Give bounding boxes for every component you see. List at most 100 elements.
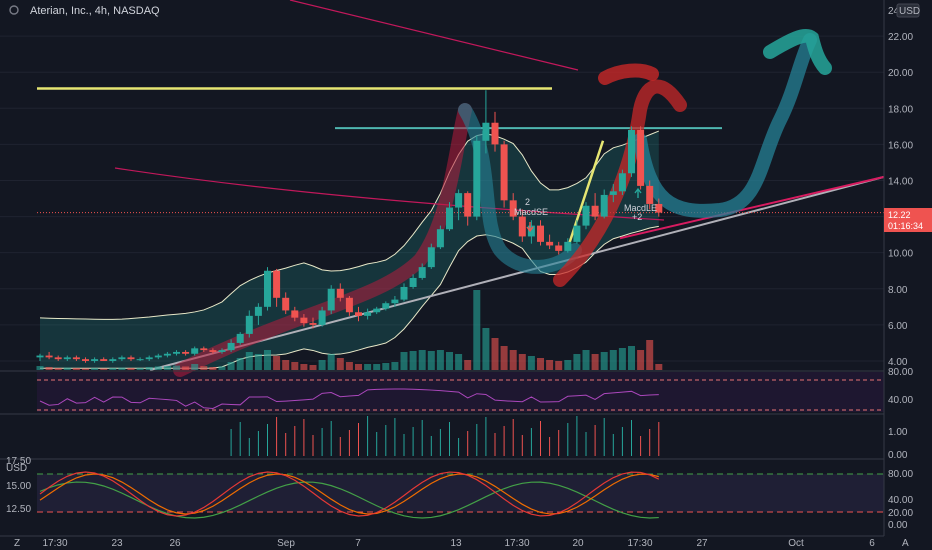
candle-body xyxy=(118,357,126,360)
candle-body xyxy=(127,357,135,360)
candle-body xyxy=(345,297,353,313)
bar-countdown: 01:16:34 xyxy=(888,221,923,231)
timezone-button[interactable]: Z xyxy=(14,538,20,549)
chart-title: Aterian, Inc., 4h, NASDAQ xyxy=(30,5,160,17)
candle-body xyxy=(555,245,563,251)
candle-body xyxy=(527,225,535,237)
candle-body xyxy=(436,229,444,248)
volume-bar xyxy=(273,356,281,370)
candle-body xyxy=(446,207,453,230)
stoch-left-tick-label: 17.50 xyxy=(6,456,31,467)
candle-body xyxy=(318,310,326,325)
time-tick-label: 23 xyxy=(111,538,123,549)
wma-medium-line xyxy=(114,167,665,221)
candle-body xyxy=(500,144,508,201)
candle-body xyxy=(518,216,526,237)
candle-body xyxy=(209,350,217,352)
volume-bar xyxy=(527,356,535,370)
auto-scale-button[interactable]: A xyxy=(902,538,909,549)
volume-bar xyxy=(482,328,490,370)
candle-body xyxy=(646,185,654,204)
candle-body xyxy=(609,191,617,195)
candle-body xyxy=(63,357,71,360)
candle-body xyxy=(163,353,171,356)
volume-bar xyxy=(109,368,117,370)
macd-tick-label: 0.00 xyxy=(888,450,908,461)
candle-body xyxy=(482,122,490,141)
settings-icon[interactable] xyxy=(9,5,19,15)
volume-bar xyxy=(254,354,262,370)
price-pane[interactable] xyxy=(0,0,884,370)
time-tick-label: 7 xyxy=(355,538,361,549)
volume-bar xyxy=(564,360,572,370)
volume-bar xyxy=(82,368,89,370)
support-trendline xyxy=(149,175,885,371)
volume-bar xyxy=(191,364,199,370)
time-axis[interactable] xyxy=(0,536,932,550)
time-tick-label: 20 xyxy=(572,538,584,549)
time-tick-label: 17:30 xyxy=(42,538,67,549)
volume-bar xyxy=(45,367,53,370)
currency-partial: 24 xyxy=(888,6,900,17)
candle-body xyxy=(537,225,544,242)
brush-teal-cup xyxy=(458,103,582,274)
volume-bar xyxy=(464,360,472,370)
candle-body xyxy=(400,286,408,300)
rsi-tick-label: 40.00 xyxy=(888,395,913,406)
brush-teal-forecast xyxy=(633,33,817,218)
volume-bar xyxy=(637,350,645,370)
volume-bar xyxy=(173,365,180,370)
candle-body xyxy=(582,205,590,226)
candle-body xyxy=(336,288,344,298)
stoch-band-fill xyxy=(37,474,884,512)
candle-body xyxy=(564,241,572,251)
stoch-tick-label: 0.00 xyxy=(888,520,908,531)
candle-body xyxy=(591,205,599,217)
macd-tick-label: 1.00 xyxy=(888,427,908,438)
volume-bar xyxy=(446,352,453,370)
volume-bar xyxy=(209,367,217,370)
volume-bar xyxy=(182,366,190,370)
volume-bar xyxy=(373,364,381,370)
candle-body xyxy=(327,288,335,311)
wma-long-line xyxy=(289,0,579,71)
candle-body xyxy=(546,241,554,246)
price-tick-label: 18.00 xyxy=(888,104,913,115)
candle-body xyxy=(136,359,144,361)
volume-bar xyxy=(518,354,526,370)
buy-arrow-icon xyxy=(634,187,642,198)
time-tick-label: Sep xyxy=(277,538,295,549)
brush-red-top xyxy=(598,63,659,85)
stoch-k-line xyxy=(39,471,660,517)
candle-body xyxy=(191,348,199,354)
volume-bar xyxy=(473,290,481,370)
trendline-extension xyxy=(619,175,885,240)
volume-bar xyxy=(264,350,271,370)
currency-badge[interactable]: USD xyxy=(896,3,920,18)
rsi-pane-band xyxy=(37,372,884,412)
last-price-badge: 12.22 01:16:34 xyxy=(884,208,932,232)
candlestick-series xyxy=(36,90,663,363)
volume-bar xyxy=(382,363,390,370)
candle-body xyxy=(182,351,190,354)
volume-bar xyxy=(72,368,80,370)
brush-red-rise xyxy=(173,103,472,377)
rsi-tick-label: 80.00 xyxy=(888,367,913,378)
candle-body xyxy=(236,333,244,343)
volume-bar xyxy=(546,360,554,370)
candle-body xyxy=(491,122,499,145)
volume-bar xyxy=(318,360,326,370)
candle-body xyxy=(464,193,472,217)
price-axis[interactable] xyxy=(884,0,932,536)
price-tick-label: 14.00 xyxy=(888,176,913,187)
candle-body xyxy=(355,312,362,316)
volume-bar xyxy=(282,360,290,370)
candle-body xyxy=(382,303,390,309)
brush-teal-arrowhead xyxy=(763,29,832,75)
volume-bar xyxy=(509,350,517,370)
stoch-tick-label: 80.00 xyxy=(888,469,913,480)
volume-bar xyxy=(618,348,626,370)
